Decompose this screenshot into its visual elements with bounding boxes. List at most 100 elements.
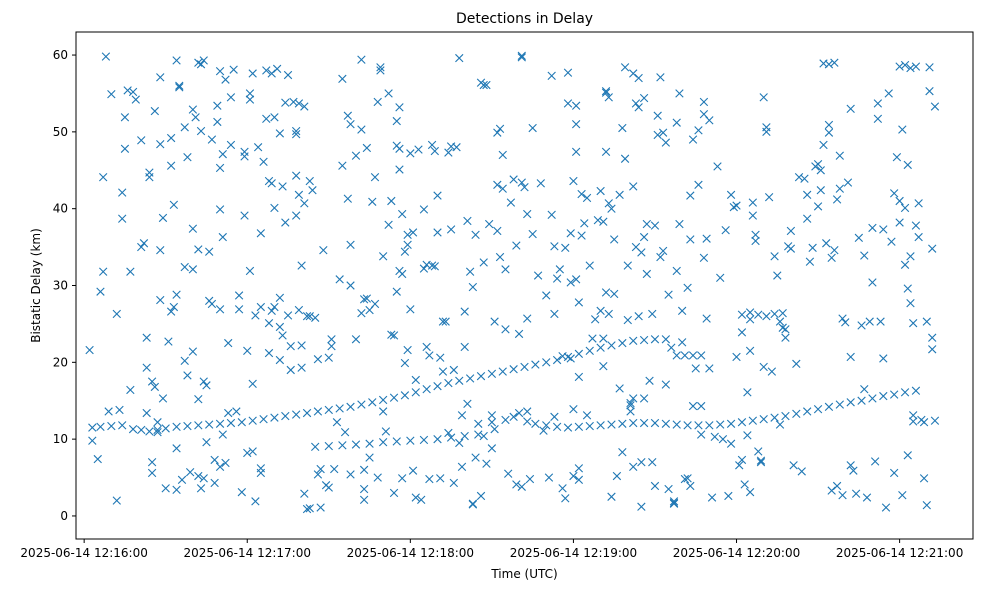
data-point: [169, 302, 179, 312]
data-point: [824, 120, 834, 130]
data-point: [444, 428, 453, 438]
data-point: [680, 351, 690, 360]
data-point: [571, 101, 581, 110]
data-point: [914, 199, 923, 208]
data-point: [759, 93, 768, 102]
data-point: [903, 284, 912, 293]
data-point: [618, 419, 627, 428]
data-point: [694, 421, 703, 430]
data-point: [316, 464, 325, 474]
data-point: [650, 481, 660, 491]
data-point: [357, 308, 366, 318]
data-point: [672, 351, 681, 360]
data-point: [743, 431, 752, 440]
data-point: [297, 261, 306, 270]
data-point: [868, 394, 877, 403]
data-point: [629, 69, 638, 78]
data-point: [607, 492, 616, 501]
data-point: [376, 63, 385, 72]
data-point: [911, 62, 921, 71]
data-point: [542, 291, 551, 300]
data-point: [455, 438, 464, 448]
data-point: [373, 97, 382, 107]
data-point: [925, 63, 934, 72]
data-point: [639, 93, 649, 103]
data-point: [879, 391, 888, 401]
data-point: [650, 335, 660, 344]
data-point: [585, 346, 594, 355]
data-point: [251, 497, 260, 506]
data-point: [237, 418, 246, 427]
y-tick-label: 20: [53, 355, 68, 369]
data-point: [357, 125, 366, 134]
data-point: [215, 419, 225, 428]
data-point: [112, 309, 121, 319]
y-axis: 0 10 20 30 40 50 60: [53, 48, 76, 523]
data-point: [400, 247, 410, 256]
data-point: [468, 282, 478, 292]
data-point: [922, 317, 931, 326]
data-point: [302, 408, 312, 418]
data-point: [338, 161, 347, 170]
data-point: [452, 143, 461, 152]
data-point: [145, 427, 154, 436]
data-point: [395, 144, 404, 153]
data-point: [474, 430, 483, 439]
data-point: [563, 68, 573, 77]
data-point: [286, 341, 295, 351]
data-point: [411, 375, 420, 385]
data-point: [857, 396, 866, 405]
data-point: [107, 421, 116, 431]
data-point: [248, 447, 257, 456]
data-point: [512, 480, 521, 489]
data-point: [762, 312, 771, 321]
data-point: [648, 457, 657, 467]
data-point: [523, 407, 532, 416]
data-point: [639, 394, 649, 403]
data-point: [737, 455, 747, 465]
data-point: [667, 343, 676, 352]
data-point: [873, 114, 883, 123]
data-point: [234, 305, 244, 314]
data-point: [275, 322, 285, 332]
data-point: [205, 247, 214, 256]
data-point: [118, 214, 127, 223]
data-point: [493, 180, 502, 190]
data-point: [153, 425, 162, 435]
data-point: [552, 355, 562, 365]
data-point: [748, 211, 758, 220]
data-point: [482, 80, 491, 90]
data-point: [813, 404, 823, 414]
data-point: [813, 159, 823, 169]
data-point: [574, 464, 584, 473]
data-point: [637, 248, 646, 257]
data-point: [762, 123, 771, 132]
y-tick-label: 60: [53, 48, 68, 62]
data-point: [196, 60, 206, 69]
data-point: [270, 203, 279, 213]
data-point: [194, 471, 203, 481]
data-point: [571, 119, 581, 129]
data-point: [156, 295, 165, 305]
data-point: [827, 486, 836, 495]
data-point: [571, 147, 581, 157]
data-point: [291, 129, 301, 139]
data-point: [172, 290, 181, 299]
data-point: [218, 430, 227, 439]
data-point: [180, 356, 189, 365]
data-point: [887, 237, 896, 246]
data-point: [359, 465, 369, 475]
data-point: [153, 418, 162, 427]
data-point: [705, 116, 714, 125]
x-tick-label: 2025-06-14 12:20:00: [673, 546, 800, 560]
data-point: [803, 190, 812, 200]
data-point: [387, 196, 396, 206]
data-point: [881, 503, 891, 512]
data-point: [615, 190, 624, 200]
data-point: [142, 333, 151, 342]
data-point: [248, 379, 257, 389]
data-point: [797, 467, 806, 476]
data-point: [767, 367, 777, 376]
data-point: [566, 278, 575, 287]
data-point: [566, 354, 575, 363]
